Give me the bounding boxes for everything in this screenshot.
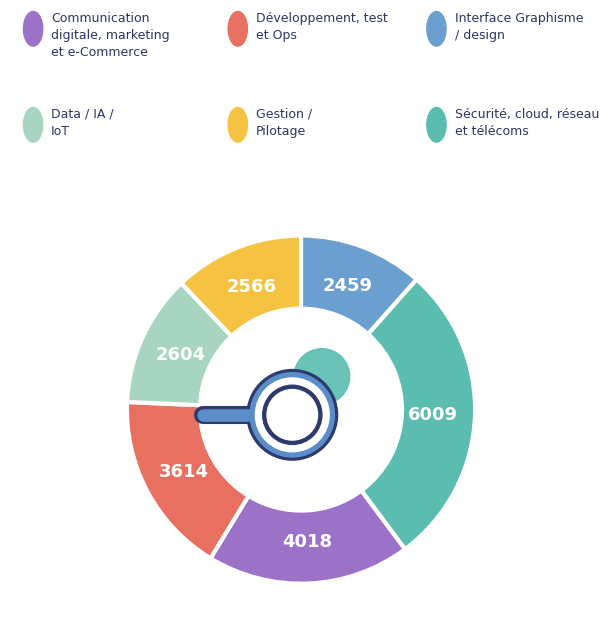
Text: 2566: 2566 [227,278,277,296]
Text: 3614: 3614 [160,463,209,481]
Ellipse shape [228,108,247,142]
Wedge shape [361,280,475,549]
Text: Interface Graphisme
/ design: Interface Graphisme / design [455,12,583,42]
Text: Communication
digitale, marketing
et e-Commerce: Communication digitale, marketing et e-C… [51,12,170,58]
Text: Développement, test
et Ops: Développement, test et Ops [256,12,388,42]
Text: 4018: 4018 [282,532,332,551]
Wedge shape [127,402,249,558]
Wedge shape [181,236,301,336]
Circle shape [262,385,322,444]
Ellipse shape [228,12,247,46]
Circle shape [250,372,335,457]
Circle shape [267,390,317,440]
Circle shape [247,369,338,460]
Text: 2604: 2604 [156,346,206,364]
Text: Gestion /
Pilotage: Gestion / Pilotage [256,108,312,138]
Ellipse shape [427,12,446,46]
Ellipse shape [23,108,43,142]
Text: 6009: 6009 [408,406,458,424]
Wedge shape [301,236,417,334]
Circle shape [255,378,329,452]
Wedge shape [211,491,405,584]
Text: Data / IA /
IoT: Data / IA / IoT [51,108,114,138]
Circle shape [294,349,350,404]
Ellipse shape [427,108,446,142]
Ellipse shape [23,12,43,46]
Text: Sécurité, cloud, réseau
et télécoms: Sécurité, cloud, réseau et télécoms [455,108,599,138]
Wedge shape [127,283,232,405]
Text: 2459: 2459 [323,277,373,295]
